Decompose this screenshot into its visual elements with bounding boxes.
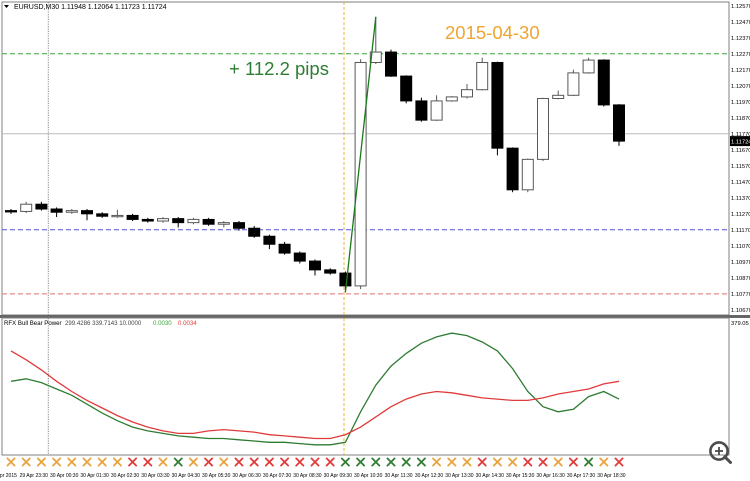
svg-text:30 Apr 18:30: 30 Apr 18:30: [597, 473, 626, 479]
svg-text:1.12470: 1.12470: [731, 20, 750, 26]
svg-text:0.0034: 0.0034: [178, 320, 197, 327]
svg-text:+ 112.2 pips: + 112.2 pips: [229, 58, 329, 79]
svg-text:379.05: 379.05: [731, 321, 749, 327]
svg-text:30 Apr 11:30: 30 Apr 11:30: [385, 473, 413, 479]
svg-text:1.12170: 1.12170: [731, 68, 750, 74]
svg-text:30 Apr 17:30: 30 Apr 17:30: [567, 473, 596, 479]
svg-text:1.12270: 1.12270: [731, 52, 750, 58]
svg-text:1.11724: 1.11724: [731, 140, 750, 146]
svg-text:30 Apr 07:30: 30 Apr 07:30: [263, 473, 292, 479]
svg-text:30 Apr 06:30: 30 Apr 06:30: [232, 473, 261, 479]
svg-text:1.11470: 1.11470: [731, 180, 750, 186]
svg-text:30 Apr 05:30: 30 Apr 05:30: [202, 473, 231, 479]
svg-text:1.10970: 1.10970: [731, 260, 750, 266]
svg-text:1.12070: 1.12070: [731, 84, 750, 90]
svg-text:30 Apr 15:30: 30 Apr 15:30: [506, 473, 535, 479]
svg-text:30 Apr 00:30: 30 Apr 00:30: [50, 473, 79, 479]
svg-text:299.4286 339.7143 10.0000: 299.4286 339.7143 10.0000: [65, 320, 142, 327]
svg-text:1.11070: 1.11070: [731, 244, 750, 250]
svg-text:30 Apr 04:30: 30 Apr 04:30: [172, 473, 201, 479]
svg-text:1.10670: 1.10670: [731, 308, 750, 314]
svg-text:1.11370: 1.11370: [731, 196, 750, 202]
svg-text:2015-04-30: 2015-04-30: [445, 22, 540, 43]
svg-text:30 Apr 08:30: 30 Apr 08:30: [293, 473, 322, 479]
svg-text:1.12570: 1.12570: [731, 4, 750, 10]
svg-text:1.11270: 1.11270: [731, 212, 750, 218]
svg-text:30 Apr 13:30: 30 Apr 13:30: [445, 473, 474, 479]
svg-text:EURUSD,M30 1.11948 1.12064 1.: EURUSD,M30 1.11948 1.12064 1.11723 1.117…: [14, 4, 167, 11]
svg-text:30 Apr 10:30: 30 Apr 10:30: [354, 473, 383, 479]
svg-text:1.11870: 1.11870: [731, 116, 750, 122]
svg-text:30 Apr 01:30: 30 Apr 01:30: [80, 473, 109, 479]
svg-text:1.10770: 1.10770: [731, 292, 750, 298]
svg-text:1.12370: 1.12370: [731, 36, 750, 42]
svg-text:29 Apr 2015: 29 Apr 2015: [0, 473, 17, 479]
svg-text:30 Apr 16:30: 30 Apr 16:30: [536, 473, 565, 479]
svg-text:30 Apr 12:30: 30 Apr 12:30: [415, 473, 444, 479]
svg-text:1.10870: 1.10870: [731, 276, 750, 282]
svg-text:30 Apr 09:30: 30 Apr 09:30: [324, 473, 353, 479]
svg-text:1.11670: 1.11670: [731, 148, 750, 154]
svg-text:1.11570: 1.11570: [731, 164, 750, 170]
svg-text:1.11970: 1.11970: [731, 100, 750, 106]
svg-text:30 Apr 03:30: 30 Apr 03:30: [141, 473, 170, 479]
svg-text:0.0030: 0.0030: [153, 320, 172, 327]
svg-text:29 Apr 23:30: 29 Apr 23:30: [20, 473, 49, 479]
svg-text:30 Apr 02:30: 30 Apr 02:30: [111, 473, 140, 479]
svg-text:30 Apr 14:30: 30 Apr 14:30: [476, 473, 505, 479]
svg-text:1.11170: 1.11170: [731, 228, 750, 234]
svg-text:RFX Bull Bear Power: RFX Bull Bear Power: [4, 320, 62, 327]
